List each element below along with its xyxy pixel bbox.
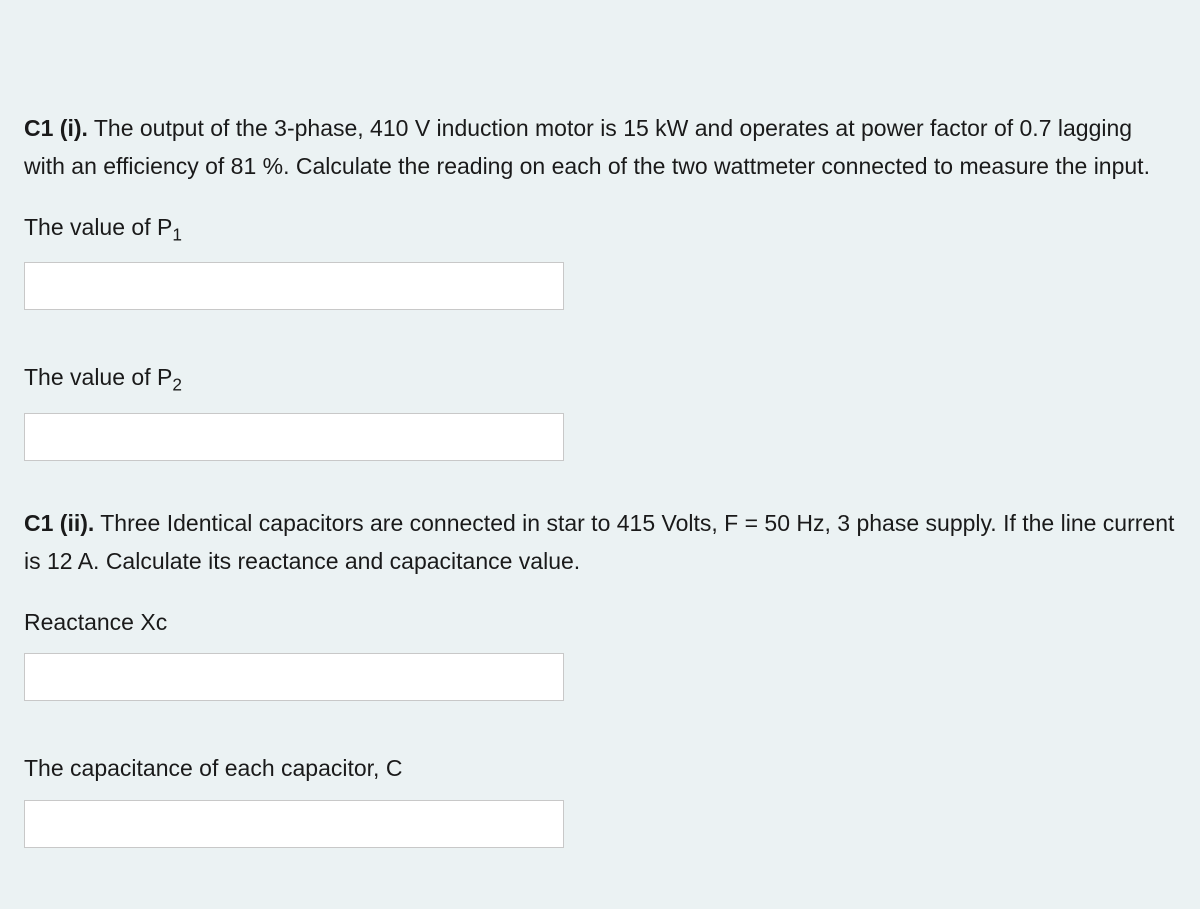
input-reactance[interactable] [24, 653, 564, 701]
input-p1[interactable] [24, 262, 564, 310]
question-c1-ii-body: Three Identical capacitors are connected… [24, 510, 1174, 574]
label-p2: The value of P2 [24, 360, 1176, 398]
input-capacitance[interactable] [24, 800, 564, 848]
label-p1-sub: 1 [172, 224, 182, 244]
question-c1-ii-text: C1 (ii). Three Identical capacitors are … [24, 505, 1176, 581]
question-c1-ii-prefix: C1 (ii). [24, 510, 94, 536]
label-p2-sub: 2 [172, 375, 182, 395]
label-p1: The value of P1 [24, 210, 1176, 248]
question-c1-ii: C1 (ii). Three Identical capacitors are … [24, 505, 1176, 884]
label-capacitance: The capacitance of each capacitor, C [24, 751, 1176, 786]
question-c1-i: C1 (i). The output of the 3-phase, 410 V… [24, 110, 1176, 497]
input-p2[interactable] [24, 413, 564, 461]
label-p2-text: The value of P [24, 364, 172, 390]
question-c1-i-prefix: C1 (i). [24, 115, 88, 141]
label-reactance: Reactance Xc [24, 605, 1176, 640]
label-p1-text: The value of P [24, 214, 172, 240]
question-c1-i-text: C1 (i). The output of the 3-phase, 410 V… [24, 110, 1176, 186]
question-c1-i-body: The output of the 3-phase, 410 V inducti… [24, 115, 1150, 179]
